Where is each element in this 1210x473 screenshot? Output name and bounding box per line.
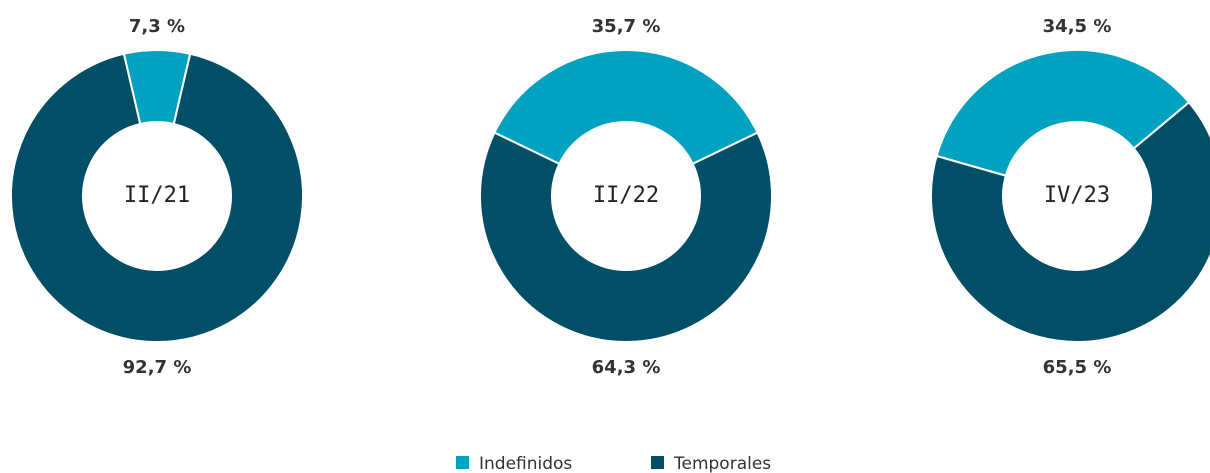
donut-slice: [930, 100, 1210, 343]
donut-slice: [479, 131, 773, 343]
value-label: 35,7 %: [592, 16, 661, 37]
donut-slice: [493, 49, 759, 166]
center-label: II/21: [124, 183, 190, 208]
value-label: 34,5 %: [1043, 16, 1112, 37]
legend-swatch: [651, 456, 664, 469]
value-label: 92,7 %: [123, 357, 192, 378]
center-label: II/22: [593, 183, 659, 208]
value-label: 7,3 %: [129, 16, 185, 37]
center-label: IV/23: [1044, 183, 1110, 208]
value-label: 65,5 %: [1043, 357, 1112, 378]
legend-label: Temporales: [673, 454, 771, 473]
donut-slice: [935, 48, 1191, 177]
value-label: 64,3 %: [592, 357, 661, 378]
donut-slice: [10, 52, 304, 343]
legend-label: Indefinidos: [479, 454, 572, 473]
legend-swatch: [456, 456, 469, 469]
